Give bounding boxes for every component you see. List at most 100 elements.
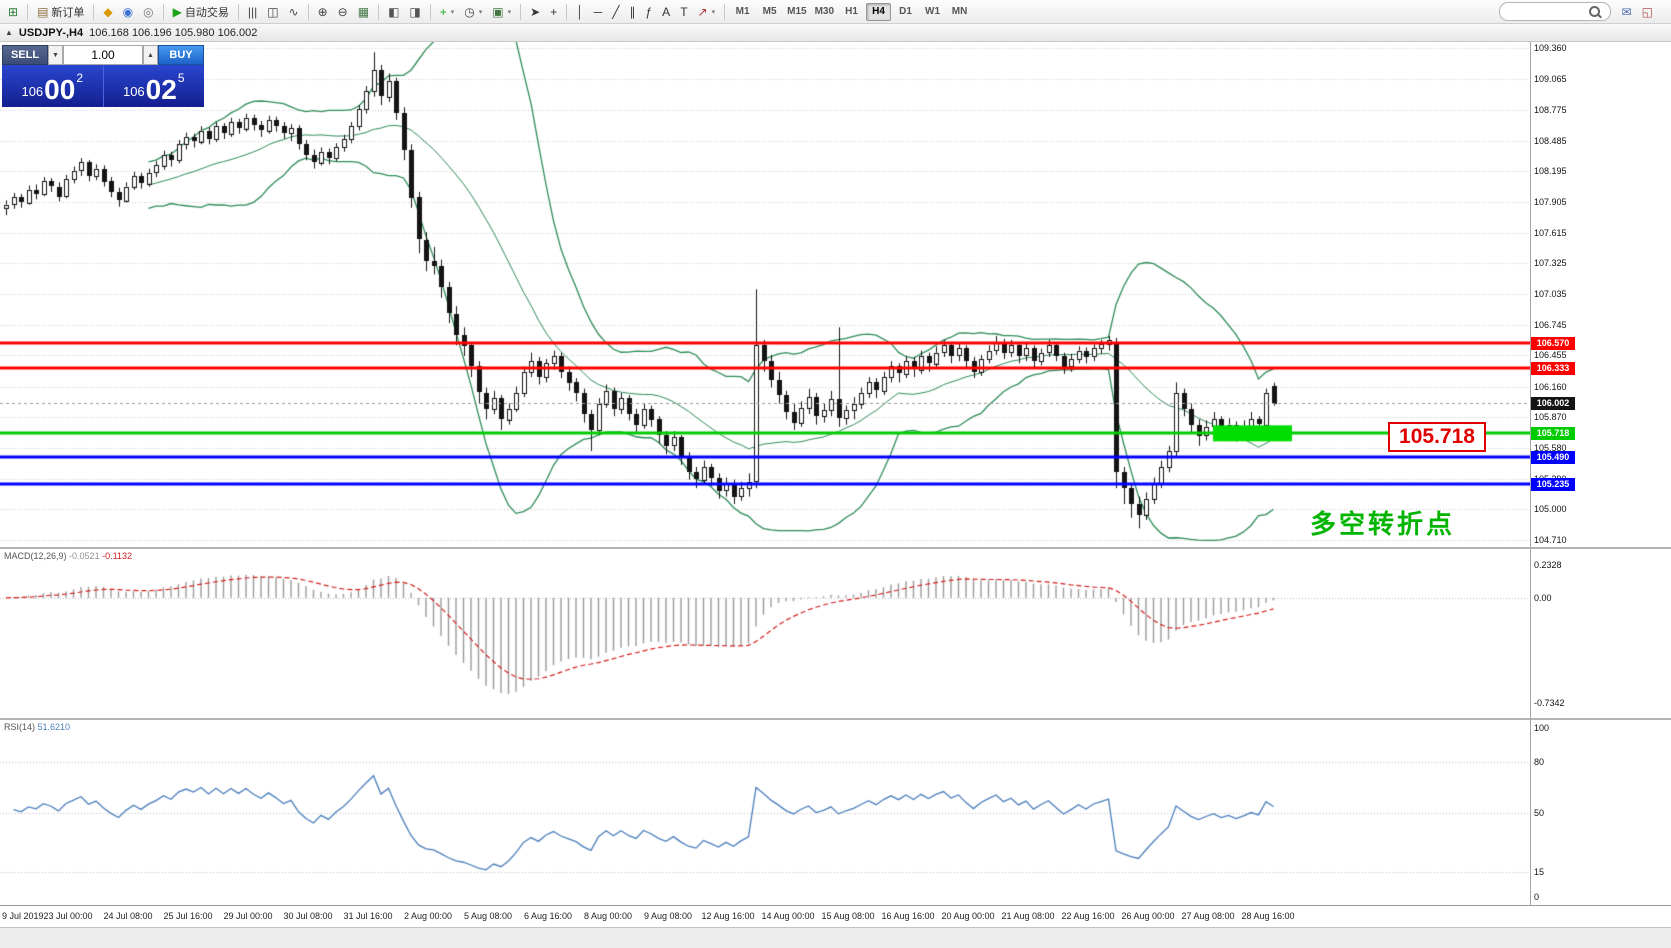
channel-button[interactable]: ∥ — [625, 2, 639, 22]
timeframe-m1-button[interactable]: M1 — [730, 3, 755, 21]
virtual-hosting-icon: ◎ — [143, 4, 154, 19]
price-axis-label: 106.160 — [1534, 381, 1567, 392]
time-axis-label: 9 Jul 2019 — [2, 911, 44, 921]
community-button[interactable]: ◉ — [119, 2, 137, 22]
volume-input[interactable] — [63, 45, 143, 65]
horizontal-line-button[interactable]: ─ — [590, 2, 607, 22]
chart-window-titlebar[interactable]: ▲ USDJPY-,H4 106.168 106.196 105.980 106… — [0, 24, 1671, 42]
templates-icon: ▣ — [492, 4, 504, 19]
one-click-controls: SELL ▼ ▲ BUY — [2, 45, 204, 65]
tile-windows-button[interactable]: ▦ — [354, 2, 373, 22]
price-axis-label: 106.745 — [1534, 319, 1567, 330]
toolbar-groups: ⊞ ▤ 新订单 ◆ ◉ ◎ ▶ 自动交易 ||| ◫ ∿ ⊕ ⊖ ▦ ◧ ◨ + ▾ ◷ ▾ ▣ ▾ ➤ + │ ─ ╱ ∥ ƒ A T ↗ ▾ — [3, 2, 720, 22]
panel-separator[interactable] — [0, 547, 1671, 549]
timeframe-m30-button[interactable]: M30 — [812, 3, 837, 21]
time-axis-label: 21 Aug 08:00 — [1001, 911, 1055, 921]
price-axis-separator — [1530, 42, 1531, 927]
timeframe-w1-button[interactable]: W1 — [920, 3, 945, 21]
line-chart-button[interactable]: ∿ — [285, 2, 303, 22]
timeframe-h4-button[interactable]: H4 — [866, 2, 892, 21]
timeframe-h1-button[interactable]: H1 — [839, 3, 864, 21]
volume-increase-button[interactable]: ▲ — [143, 45, 158, 65]
toolbar-separator — [93, 3, 95, 20]
virtual-hosting-button[interactable]: ◎ — [139, 2, 157, 22]
timeframe-mn-button[interactable]: MN — [947, 3, 972, 21]
new-order-button-label: 新订单 — [51, 6, 85, 19]
buy-price-sup: 5 — [177, 71, 185, 85]
price-axis-label: 109.360 — [1534, 43, 1567, 53]
chart-icon: ▲ — [5, 28, 13, 37]
price-axis-label: 108.485 — [1534, 135, 1567, 146]
new-chart-button[interactable]: ⊞ — [4, 2, 22, 22]
text-button[interactable]: A — [658, 2, 674, 22]
macd-axis-label: 0.00 — [1534, 592, 1552, 603]
sell-price-prefix: 106 — [21, 84, 44, 99]
volume-decrease-button[interactable]: ▼ — [48, 45, 63, 65]
crosshair-icon: + — [550, 4, 558, 19]
main-toolbar: ⊞ ▤ 新订单 ◆ ◉ ◎ ▶ 自动交易 ||| ◫ ∿ ⊕ ⊖ ▦ ◧ ◨ + ▾ ◷ ▾ ▣ ▾ ➤ + │ ─ ╱ ∥ ƒ A T ↗ ▾… — [0, 0, 1671, 24]
candlestick-chart-button[interactable]: ◫ — [263, 2, 282, 22]
sell-button[interactable]: SELL — [2, 45, 48, 65]
chart-shift-button[interactable]: ◨ — [405, 2, 424, 22]
label-button[interactable]: T — [676, 2, 691, 22]
cursor-button[interactable]: ➤ — [526, 2, 544, 22]
toolbar-separator — [429, 3, 431, 20]
auto-scroll-icon: ◧ — [388, 4, 400, 19]
macd-canvas[interactable] — [0, 549, 1530, 718]
panel-separator[interactable] — [0, 718, 1671, 720]
periods-button[interactable]: ◷ ▾ — [460, 2, 486, 22]
timeframe-m5-button[interactable]: M5 — [757, 3, 782, 21]
auto-scroll-button[interactable]: ◧ — [384, 2, 403, 22]
news-button[interactable]: ◱ — [1638, 2, 1657, 22]
new-order-button-button[interactable]: ▤ 新订单 — [33, 2, 88, 22]
timeframe-toolbar: M1 M5 M15 M30 H1 H4 D1 W1 MN — [729, 2, 973, 21]
auto-trading-button-label: 自动交易 — [184, 6, 229, 19]
sell-price-big: 00 — [44, 74, 76, 106]
trendline-button[interactable]: ╱ — [608, 2, 623, 22]
timeframe-d1-button[interactable]: D1 — [893, 3, 918, 21]
timeframe-m15-button[interactable]: M15 — [784, 3, 809, 21]
toolbar-separator — [237, 3, 239, 20]
time-axis-label: 8 Aug 00:00 — [583, 911, 633, 921]
toolbar-separator — [520, 3, 522, 20]
buy-button[interactable]: BUY — [158, 45, 204, 65]
arrows-button[interactable]: ↗ ▾ — [694, 2, 720, 22]
time-axis-label: 30 Jul 08:00 — [283, 911, 333, 921]
main-chart-canvas[interactable] — [0, 42, 1530, 547]
indicators-button[interactable]: + ▾ — [436, 2, 459, 22]
buy-price[interactable]: 106 02 5 — [104, 65, 205, 107]
price-axis-label: 107.325 — [1534, 258, 1567, 269]
zoom-in-button[interactable]: ⊕ — [314, 2, 332, 22]
new-chart-icon: ⊞ — [8, 4, 19, 19]
macd-name: MACD(12,26,9) — [4, 551, 67, 561]
rsi-canvas[interactable] — [0, 720, 1530, 905]
rsi-axis-label: 0 — [1534, 892, 1540, 902]
rsi-label: RSI(14) 51.6210 — [4, 722, 71, 732]
mql5-icon: ◆ — [103, 4, 113, 19]
chart-title: USDJPY-,H4 — [18, 26, 84, 39]
sell-price-sup: 2 — [76, 71, 84, 85]
search-icon — [1588, 6, 1600, 17]
vertical-line-button[interactable]: │ — [572, 2, 588, 22]
periods-icon: ◷ — [464, 4, 475, 19]
sell-price[interactable]: 106 00 2 — [2, 65, 103, 107]
toolbar-separator — [724, 3, 726, 20]
search-input[interactable] — [1506, 5, 1585, 18]
fibonacci-button[interactable]: ƒ — [641, 2, 656, 22]
chat-button[interactable]: ✉ — [1618, 2, 1636, 22]
community-icon: ◉ — [122, 4, 134, 19]
auto-trading-button-button[interactable]: ▶ 自动交易 — [169, 2, 233, 22]
search-box[interactable] — [1498, 2, 1611, 21]
fibonacci-icon: ƒ — [645, 4, 653, 19]
mql5-button[interactable]: ◆ — [99, 2, 116, 22]
templates-button[interactable]: ▣ ▾ — [488, 2, 515, 22]
main-chart-panel: SELL ▼ ▲ BUY 106 00 2 106 02 5 — [0, 42, 1671, 547]
price-axis-label: 105.870 — [1534, 412, 1567, 423]
price-axis-label: 105.580 — [1534, 442, 1567, 453]
zoom-out-button[interactable]: ⊖ — [334, 2, 352, 22]
one-click-trading-panel: SELL ▼ ▲ BUY 106 00 2 106 02 5 — [2, 45, 204, 107]
time-axis[interactable]: 9 Jul 2019 23 Jul 00:00 24 Jul 08:00 25 Jul… — [0, 905, 1671, 928]
macd-axis-label: 0.2328 — [1534, 559, 1562, 570]
crosshair-button[interactable]: + — [546, 2, 561, 22]
bar-chart-button[interactable]: ||| — [244, 2, 261, 22]
